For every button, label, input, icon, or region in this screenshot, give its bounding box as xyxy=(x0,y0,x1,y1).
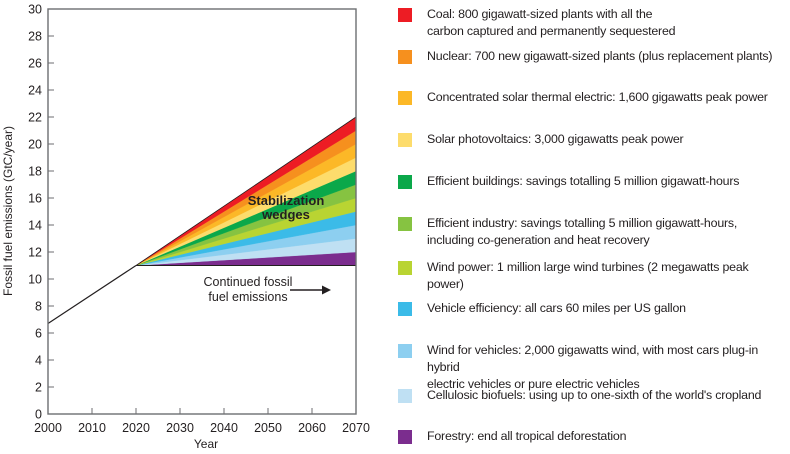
legend-label: Efficient industry: savings totalling 5 … xyxy=(427,216,738,247)
legend-item: Efficient buildings: savings totalling 5… xyxy=(398,173,787,190)
arrow-right-icon xyxy=(290,285,331,295)
legend-swatch xyxy=(398,344,412,358)
legend-swatch xyxy=(398,217,412,231)
legend-label: Concentrated solar thermal electric: 1,6… xyxy=(427,90,768,104)
y-tick-label: 14 xyxy=(28,219,42,233)
x-tick-label: 2060 xyxy=(298,421,326,435)
legend-label: Wind power: 1 million large wind turbine… xyxy=(427,260,749,291)
legend-swatch xyxy=(398,430,412,444)
plot-frame xyxy=(47,8,357,415)
x-tick-label: 2040 xyxy=(210,421,238,435)
legend-label: Nuclear: 700 new gigawatt-sized plants (… xyxy=(427,49,773,63)
legend-item: Wind power: 1 million large wind turbine… xyxy=(398,259,787,293)
historical-emissions-line xyxy=(47,264,137,325)
y-tick-label: 12 xyxy=(28,246,42,260)
legend-swatch xyxy=(398,91,412,105)
y-tick-label: 22 xyxy=(28,111,42,125)
y-tick-label: 2 xyxy=(35,381,42,395)
y-tick-label: 4 xyxy=(35,354,42,368)
x-axis-ticks: 2000 2010 2020 2030 2040 2050 2060 2070 xyxy=(34,408,370,435)
legend-swatch xyxy=(398,175,412,189)
y-tick-label: 18 xyxy=(28,165,42,179)
continued-label-line2: fuel emissions xyxy=(208,290,287,304)
continued-label-line1: Continued fossil xyxy=(204,275,293,289)
x-tick-label: 2000 xyxy=(34,421,62,435)
x-axis-title: Year xyxy=(194,437,218,451)
y-tick-label: 16 xyxy=(28,192,42,206)
legend-item: Forestry: end all tropical deforestation xyxy=(398,428,787,445)
legend-label: Solar photovoltaics: 3,000 gigawatts pea… xyxy=(427,132,684,146)
x-tick-label: 2050 xyxy=(254,421,282,435)
legend: Coal: 800 gigawatt-sized plants with all… xyxy=(398,0,790,454)
wedges-label-line2: wedges xyxy=(261,207,310,222)
legend-swatch xyxy=(398,389,412,403)
legend-swatch xyxy=(398,133,412,147)
y-tick-label: 30 xyxy=(28,3,42,17)
legend-swatch xyxy=(398,261,412,275)
y-tick-label: 20 xyxy=(28,138,42,152)
legend-item: Nuclear: 700 new gigawatt-sized plants (… xyxy=(398,48,787,65)
legend-item: Concentrated solar thermal electric: 1,6… xyxy=(398,89,787,106)
legend-item: Efficient industry: savings totalling 5 … xyxy=(398,215,787,249)
legend-swatch xyxy=(398,50,412,64)
y-tick-label: 10 xyxy=(28,273,42,287)
wedges-label-line1: Stabilization xyxy=(248,193,325,208)
x-tick-label: 2010 xyxy=(78,421,106,435)
legend-item: Coal: 800 gigawatt-sized plants with all… xyxy=(398,6,787,40)
legend-item: Wind for vehicles: 2,000 gigawatts wind,… xyxy=(398,342,787,393)
legend-item: Vehicle efficiency: all cars 60 miles pe… xyxy=(398,300,787,317)
legend-swatch xyxy=(398,8,412,22)
x-tick-label: 2020 xyxy=(122,421,150,435)
legend-label: Vehicle efficiency: all cars 60 miles pe… xyxy=(427,301,686,315)
legend-item: Solar photovoltaics: 3,000 gigawatts pea… xyxy=(398,131,787,148)
axes xyxy=(47,8,357,415)
legend-item: Cellulosic biofuels: using up to one-six… xyxy=(398,387,787,404)
business-as-usual-line xyxy=(135,116,357,266)
y-tick-label: 8 xyxy=(35,300,42,314)
y-axis-title: Fossil fuel emissions (GtC/year) xyxy=(1,126,15,296)
emission-lines xyxy=(47,116,357,325)
legend-label: Coal: 800 gigawatt-sized plants with all… xyxy=(427,7,676,38)
legend-label: Forestry: end all tropical deforestation xyxy=(427,429,627,443)
legend-label: Cellulosic biofuels: using up to one-six… xyxy=(427,388,762,402)
y-tick-label: 28 xyxy=(28,30,42,44)
y-tick-label: 6 xyxy=(35,327,42,341)
legend-label: Wind for vehicles: 2,000 gigawatts wind,… xyxy=(427,343,759,391)
legend-label: Efficient buildings: savings totalling 5… xyxy=(427,174,740,188)
y-tick-label: 24 xyxy=(28,84,42,98)
y-tick-label: 26 xyxy=(28,57,42,71)
y-tick-label: 0 xyxy=(35,408,42,422)
x-tick-label: 2070 xyxy=(342,421,370,435)
x-tick-label: 2030 xyxy=(166,421,194,435)
legend-swatch xyxy=(398,302,412,316)
